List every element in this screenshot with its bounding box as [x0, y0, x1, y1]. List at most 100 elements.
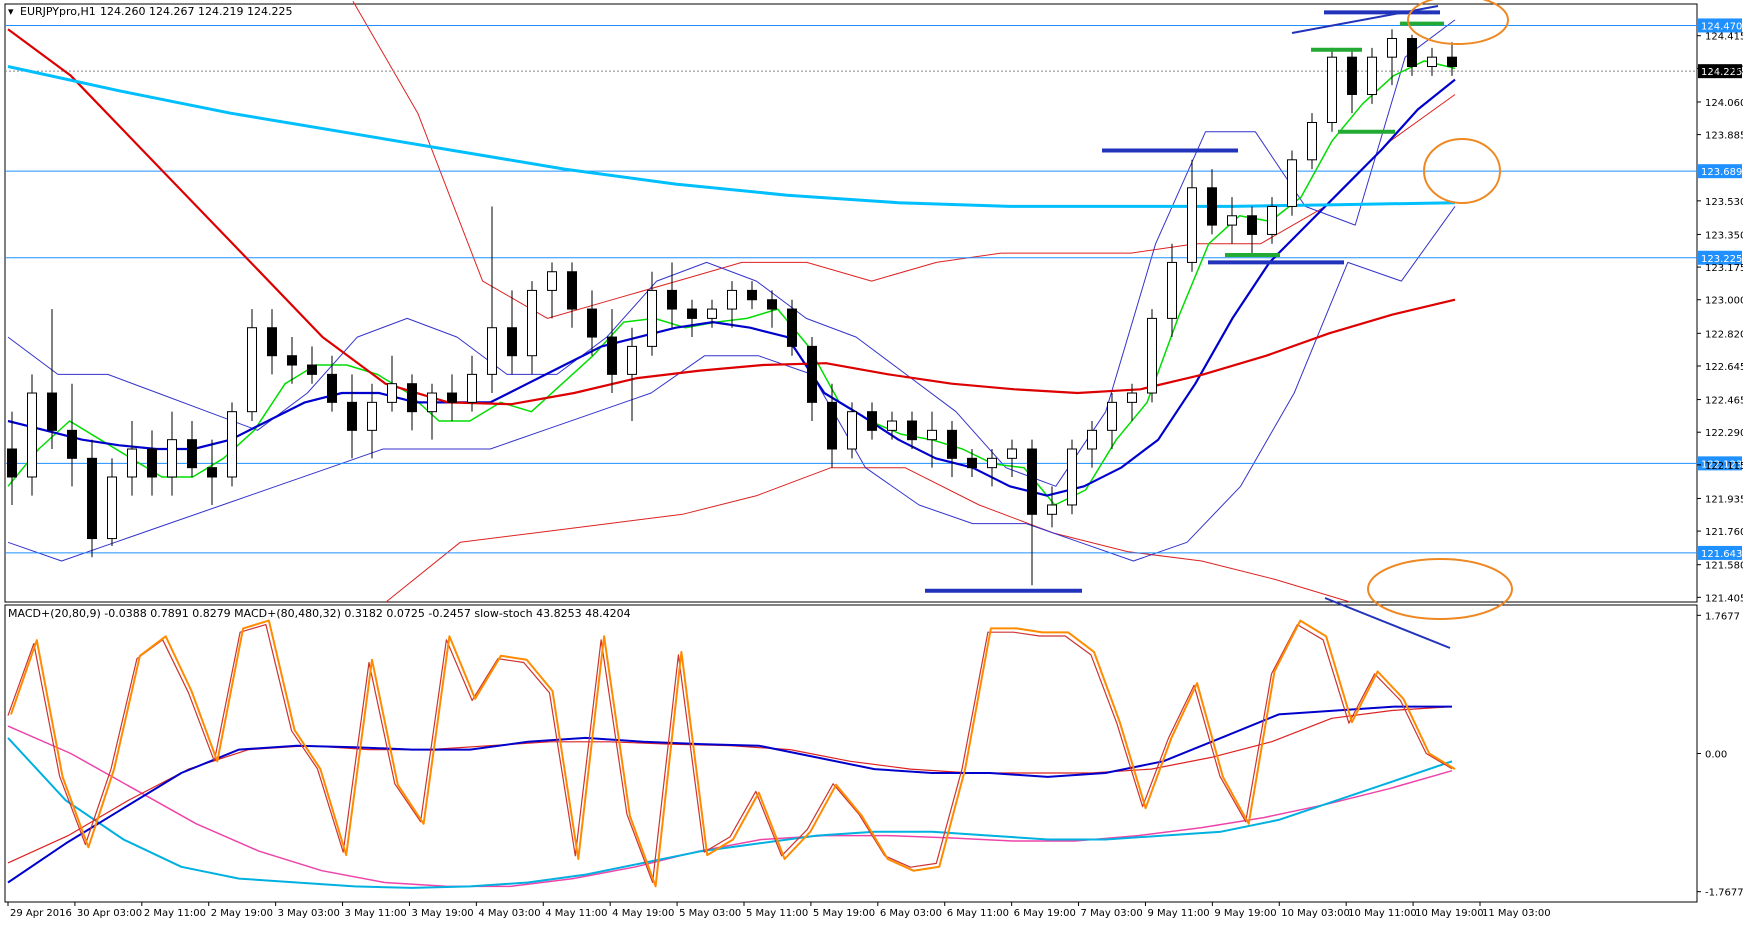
bear-candle — [347, 401, 357, 431]
time-tick-label: 7 May 03:00 — [1081, 908, 1143, 919]
bear-candle — [507, 327, 517, 357]
bear-candle — [47, 392, 57, 431]
bear-candle — [967, 457, 977, 469]
bull-candle — [367, 401, 377, 431]
time-tick-label: 3 May 11:00 — [345, 908, 407, 919]
bull-candle — [1387, 38, 1397, 58]
level-price-tag-label: 124.470 — [1701, 21, 1742, 32]
bear-candle — [1347, 56, 1357, 95]
level-price-tag — [1698, 164, 1742, 179]
bear-candle — [87, 457, 97, 540]
time-tick-label: 3 May 19:00 — [411, 908, 473, 919]
price-tick-label: 124.240 — [1705, 64, 1743, 75]
bull-candle — [107, 476, 117, 540]
bull-candle — [527, 289, 537, 357]
red-ma-line — [7, 28, 1456, 406]
bear-candle — [907, 420, 917, 441]
bull-candle — [627, 345, 637, 375]
stoch-signal-line — [7, 623, 1453, 884]
price-tick-label: 122.820 — [1705, 329, 1743, 340]
time-tick-label: 2 May 11:00 — [144, 908, 206, 919]
main-price-panel: 124.470 123.689 123.225 122.123 121.643 124.2… — [5, 0, 1742, 649]
bull-candle — [647, 289, 657, 347]
bull-candle — [1427, 56, 1437, 68]
time-tick-label: 6 May 19:00 — [1014, 908, 1076, 919]
level-price-tag-label: 122.123 — [1701, 459, 1742, 470]
bear-candle — [67, 429, 77, 459]
time-tick-label: 6 May 11:00 — [947, 908, 1009, 919]
bear-candle — [827, 401, 837, 450]
bull-candle — [1287, 159, 1297, 207]
time-tick-label: 10 May 03:00 — [1281, 908, 1350, 919]
time-tick-label: 4 May 19:00 — [612, 908, 674, 919]
bull-candle — [1147, 317, 1157, 394]
bull-candle — [487, 327, 497, 375]
bull-candle — [547, 271, 557, 291]
bull-candle — [887, 420, 897, 431]
current-price-tag — [1698, 64, 1742, 79]
level-price-tag-label: 121.643 — [1701, 549, 1742, 560]
level-price-tag-label: 123.689 — [1701, 167, 1742, 178]
bull-candle — [427, 392, 437, 413]
time-tick-label: 10 May 19:00 — [1415, 908, 1484, 919]
level-price-tag — [1698, 250, 1742, 265]
bear-candle — [287, 355, 297, 366]
price-tick-label: 121.405 — [1705, 593, 1743, 604]
time-tick-label: 3 May 03:00 — [278, 908, 340, 919]
bollinger-upper-line — [7, 19, 1456, 487]
price-tick-label: 123.530 — [1705, 197, 1743, 208]
bear-candle — [267, 327, 277, 357]
current-price-tag-label: 124.225 — [1701, 67, 1742, 78]
envelope-lower-line — [385, 467, 1351, 603]
bear-candle — [147, 448, 157, 478]
indicator-header: MACD+(20,80,9) -0.0388 0.7891 0.8279 MAC… — [8, 607, 631, 620]
bear-candle — [767, 299, 777, 310]
time-tick-label: 10 May 11:00 — [1348, 908, 1417, 919]
bull-candle — [1007, 448, 1017, 459]
price-tick-label: 121.935 — [1705, 494, 1743, 505]
level-price-tag — [1698, 18, 1742, 33]
indicator-tick-label: 0.00 — [1705, 750, 1727, 761]
bull-candle — [247, 327, 257, 413]
time-tick-label: 5 May 03:00 — [679, 908, 741, 919]
bear-candle — [7, 448, 17, 478]
time-tick-label: 5 May 11:00 — [746, 908, 808, 919]
time-tick-label: 29 Apr 2016 — [10, 908, 72, 919]
axis-layer: 124.415 124.240 124.060 123.885 123.530 123.3… — [7, 32, 1743, 919]
bear-candle — [1027, 448, 1037, 515]
time-tick-label: 4 May 03:00 — [478, 908, 540, 919]
level-price-tag — [1698, 545, 1742, 560]
bear-candle — [327, 373, 337, 403]
level-price-tag — [1698, 456, 1742, 471]
price-tick-label: 123.885 — [1705, 131, 1743, 142]
price-tick-label: 122.645 — [1705, 362, 1743, 373]
bull-candle — [987, 457, 997, 469]
indicator-panel — [7, 619, 1456, 889]
bull-candle — [167, 439, 177, 478]
bollinger-lower-line — [7, 206, 1456, 562]
bull-candle — [1227, 215, 1237, 226]
time-tick-label: 9 May 11:00 — [1147, 908, 1209, 919]
bear-candle — [307, 364, 317, 375]
bear-candle — [867, 411, 877, 431]
bear-candle — [607, 336, 617, 375]
price-tick-label: 122.465 — [1705, 396, 1743, 407]
bear-candle — [687, 308, 697, 319]
bear-candle — [567, 271, 577, 310]
time-tick-label: 2 May 19:00 — [211, 908, 273, 919]
bull-candle — [707, 308, 717, 319]
bull-candle — [927, 429, 937, 441]
symbol-caret-icon[interactable]: ▾ — [8, 5, 14, 18]
bull-candle — [1087, 429, 1097, 450]
bear-candle — [1247, 215, 1257, 235]
time-tick-label: 11 May 03:00 — [1482, 908, 1551, 919]
symbol-label: EURJPYpro,H1 — [20, 5, 96, 18]
bull-candle — [1367, 56, 1377, 95]
price-tick-label: 124.415 — [1705, 32, 1743, 43]
bull-candle — [1327, 56, 1337, 123]
bull-candle — [467, 373, 477, 403]
divergence-trendline — [1324, 597, 1451, 649]
ohlc-readout: 124.260 124.267 124.219 124.225 — [100, 5, 292, 18]
indicator-tick-label: -1.7677 — [1705, 888, 1743, 899]
